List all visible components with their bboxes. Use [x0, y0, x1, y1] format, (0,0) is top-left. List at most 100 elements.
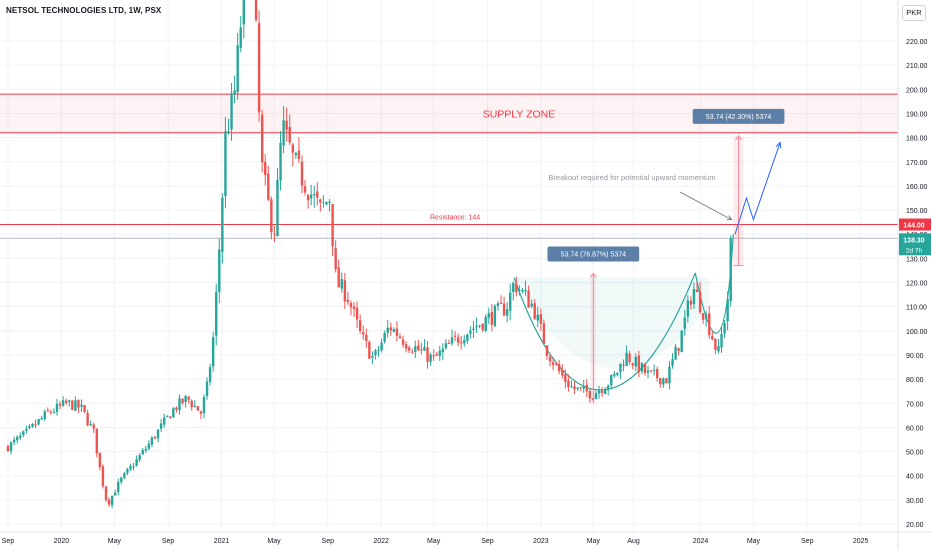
candle-body [420, 349, 423, 351]
candle-body [279, 142, 282, 181]
candle-body [481, 324, 484, 330]
candle-body [58, 403, 62, 406]
candle-body [239, 27, 242, 48]
resistance-label: Resistance: 144 [430, 215, 480, 222]
candle-body [355, 307, 359, 320]
candle-body [539, 314, 543, 324]
candle-body [545, 345, 549, 356]
candle-body [478, 325, 481, 327]
candle-body [613, 373, 616, 376]
candle-body [340, 278, 343, 289]
candle-body [123, 473, 126, 478]
candle-body [6, 445, 10, 452]
candle-body [55, 403, 59, 412]
currency-button[interactable]: PKR [902, 5, 926, 21]
candle-body [726, 299, 729, 322]
projection-measure-label-box [692, 108, 785, 124]
candle-body [625, 352, 628, 366]
candle-body [582, 385, 585, 389]
candle-body [438, 350, 441, 356]
candle-body [484, 316, 487, 332]
candle-body [720, 333, 723, 348]
candle-body [426, 347, 429, 362]
candle-body [273, 233, 276, 235]
candle-body [25, 428, 28, 431]
candle-body [561, 370, 564, 376]
candle-body [288, 127, 291, 143]
annotation-text: Breakout required for potential upward m… [548, 173, 715, 182]
candle-body [564, 374, 567, 382]
candle-body [417, 345, 420, 351]
x-tick-label: Sep [801, 538, 814, 545]
annotation-arrow-line [679, 191, 732, 221]
candles [6, 0, 732, 509]
candle-body [662, 378, 665, 385]
candle-body [147, 443, 151, 449]
candle-body [37, 419, 40, 425]
candle-body [196, 406, 200, 411]
candle-body [218, 249, 221, 292]
candle-body [573, 386, 576, 390]
candle-body [689, 300, 693, 305]
y-tick-label: 190.00 [906, 111, 928, 118]
candle-body [316, 191, 319, 198]
candle-body [456, 337, 460, 343]
candle-body [404, 344, 408, 349]
y-tick-label: 150.00 [906, 208, 928, 215]
candle-body [603, 389, 607, 395]
candle-body [291, 144, 294, 153]
candle-body [12, 439, 16, 443]
candle-body [159, 423, 163, 429]
candle-body [536, 314, 539, 321]
candle-body [518, 289, 521, 291]
candle-body [162, 417, 166, 425]
candle-body [386, 327, 389, 333]
y-tick-label: 50.00 [906, 450, 924, 457]
candle-body [371, 356, 374, 358]
y-tick-label: 160.00 [906, 184, 928, 191]
candle-body [19, 435, 22, 438]
candle-body [257, 23, 261, 113]
y-tick-label: 80.00 [906, 377, 924, 384]
candle-body [236, 45, 239, 93]
candle-body [374, 350, 377, 356]
candle-body [377, 350, 380, 352]
candle-body [659, 377, 662, 385]
candle-body [325, 202, 328, 205]
candle-body [380, 342, 383, 351]
candle-body [714, 338, 717, 350]
projection-path [734, 142, 781, 235]
candle-body [104, 486, 108, 501]
candle-body [117, 481, 120, 493]
x-tick-label: Sep [162, 538, 175, 545]
candle-body [267, 173, 270, 200]
candle-body [74, 400, 77, 411]
candle-body [631, 363, 634, 366]
candle-body [447, 343, 451, 345]
candle-body [178, 398, 181, 411]
candle-body [285, 120, 288, 130]
candle-body [242, 0, 245, 25]
candle-body [309, 194, 313, 199]
candle-body [95, 428, 99, 454]
x-tick-label: 2023 [533, 538, 549, 545]
candle-body [652, 369, 656, 371]
cup-measure-label: 53.74 (76.87%) 5374 [561, 251, 626, 258]
candle-body [68, 400, 71, 402]
candle-body [362, 332, 365, 335]
candle-body [533, 303, 536, 319]
y-tick-label: 110.00 [906, 305, 927, 312]
candle-body [554, 363, 558, 365]
candle-body [303, 186, 307, 193]
last-price-tag [899, 233, 931, 256]
candle-body [166, 415, 169, 417]
candle-body [463, 340, 466, 344]
candle-body [110, 495, 114, 506]
candle-body [132, 466, 135, 468]
resistance-price-tag-label: 144.00 [903, 223, 925, 230]
candle-body [643, 363, 647, 374]
candle-body [254, 0, 258, 20]
candle-body [542, 323, 546, 344]
candle-body [634, 356, 637, 367]
